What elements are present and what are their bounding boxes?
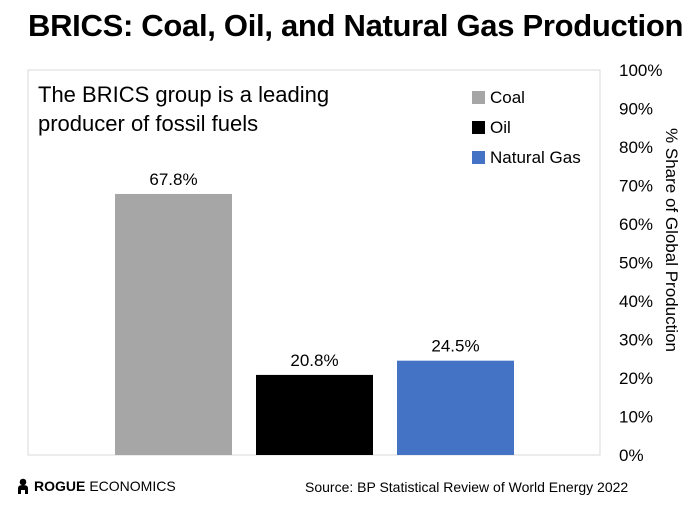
y-tick-4: 40% xyxy=(619,292,653,311)
legend: Coal Oil Natural Gas xyxy=(472,88,581,167)
y-tick-6: 60% xyxy=(619,215,653,234)
bars-group xyxy=(115,193,514,455)
y-tick-9: 90% xyxy=(619,100,653,119)
value-labels-group: 67.8% 20.8% 24.5% xyxy=(149,170,479,370)
y-tick-3: 30% xyxy=(619,331,653,350)
y-tick-5: 50% xyxy=(619,254,653,273)
value-label-oil: 20.8% xyxy=(290,351,338,370)
y-tick-0: 0% xyxy=(619,446,644,465)
annotation-line-1: The BRICS group is a leading xyxy=(38,82,329,107)
logo: ROGUE ECONOMICS xyxy=(16,478,176,494)
value-label-natural-gas: 24.5% xyxy=(431,337,479,356)
legend-swatch-coal xyxy=(472,91,485,104)
annotation-line-2: producer of fossil fuels xyxy=(38,111,258,136)
logo-brand: ROGUE xyxy=(34,478,86,494)
legend-label-oil: Oil xyxy=(490,118,511,137)
y-axis-label: % Share of Global Production xyxy=(662,128,681,352)
legend-label-natural-gas: Natural Gas xyxy=(490,148,581,167)
legend-swatch-oil xyxy=(472,121,485,134)
source-note: Source: BP Statistical Review of World E… xyxy=(305,479,629,495)
value-label-coal: 67.8% xyxy=(149,170,197,189)
y-tick-1: 10% xyxy=(619,408,653,427)
logo-rest: ECONOMICS xyxy=(89,478,176,494)
logo-icon xyxy=(18,478,28,494)
legend-label-coal: Coal xyxy=(490,88,525,107)
chart-title: BRICS: Coal, Oil, and Natural Gas Produc… xyxy=(28,8,684,43)
legend-swatch-natural-gas xyxy=(472,151,485,164)
y-tick-7: 70% xyxy=(619,177,653,196)
y-tick-10: 100% xyxy=(619,61,662,80)
y-tick-8: 80% xyxy=(619,138,653,157)
bar-natural-gas xyxy=(397,360,514,455)
bar-oil xyxy=(256,374,373,455)
y-tick-2: 20% xyxy=(619,369,653,388)
annotation-group: The BRICS group is a leading producer of … xyxy=(38,82,329,136)
y-axis-ticks: 0% 10% 20% 30% 40% 50% 60% 70% 80% 90% 100% xyxy=(619,61,662,465)
bar-coal xyxy=(115,193,232,455)
